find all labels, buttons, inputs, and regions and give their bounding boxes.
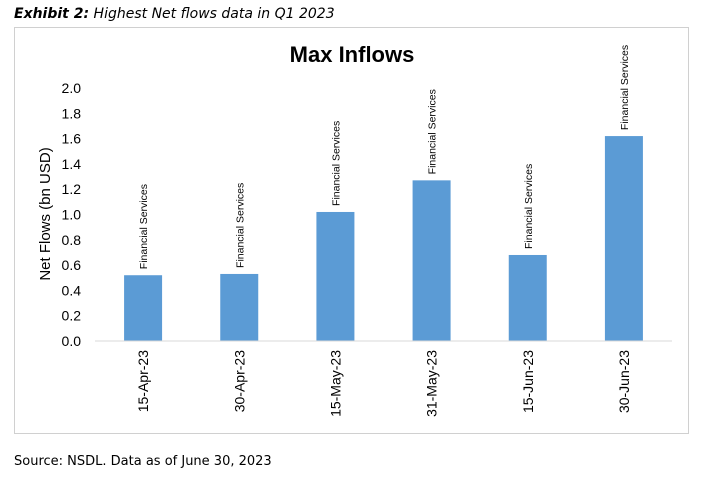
bar [220, 273, 259, 341]
bar [508, 254, 547, 341]
bar-data-label: Financial Services [523, 164, 535, 249]
bars-group [124, 136, 643, 341]
y-tick-label: 2.0 [62, 80, 82, 96]
bar [412, 180, 451, 341]
bar-data-label: Financial Services [330, 121, 342, 206]
y-tick-label: 0.4 [62, 282, 82, 298]
data-labels-group: Financial Services Financial Services Fina… [138, 45, 631, 269]
y-tick-label: 0.6 [62, 257, 82, 273]
y-tick-label: 1.6 [62, 131, 82, 147]
x-tick-label: 15-Apr-23 [135, 350, 151, 412]
bar-data-label: Financial Services [138, 184, 150, 269]
exhibit-label: Exhibit 2: [14, 6, 90, 22]
source-note: Source: NSDL. Data as of June 30, 2023 [14, 454, 272, 469]
y-tick-label: 0.2 [62, 308, 82, 324]
x-tick-label: 31-May-23 [424, 350, 440, 417]
bar [124, 275, 163, 341]
y-axis-ticks: 0.0 0.2 0.4 0.6 0.8 1.0 1.2 1.4 1.6 1.8 2.0 [62, 80, 82, 349]
chart-frame [14, 27, 689, 434]
bar-data-label: Financial Services [619, 45, 631, 130]
bar-data-label: Financial Services [427, 89, 439, 174]
y-axis-label: Net Flows (bn USD) [37, 147, 54, 280]
y-tick-label: 1.4 [62, 156, 82, 172]
y-tick-label: 0.0 [62, 333, 82, 349]
y-tick-label: 1.2 [62, 181, 82, 197]
bar [316, 211, 355, 341]
y-tick-label: 1.8 [62, 105, 82, 121]
y-tick-label: 1.0 [62, 207, 82, 223]
exhibit-title: Highest Net flows data in Q1 2023 [93, 6, 335, 22]
x-axis-ticks: 15-Apr-23 30-Apr-23 15-May-23 31-May-23 15-J… [135, 350, 632, 417]
x-tick-label: 15-Jun-23 [520, 350, 536, 413]
exhibit-caption: Exhibit 2: Highest Net flows data in Q1 … [14, 6, 335, 22]
bar-data-label: Financial Services [234, 183, 246, 268]
chart-title: Max Inflows [290, 42, 415, 67]
bar [604, 136, 643, 341]
x-tick-label: 30-Apr-23 [231, 350, 247, 412]
y-tick-label: 0.8 [62, 232, 82, 248]
x-tick-label: 15-May-23 [327, 350, 343, 417]
x-tick-label: 30-Jun-23 [616, 350, 632, 413]
